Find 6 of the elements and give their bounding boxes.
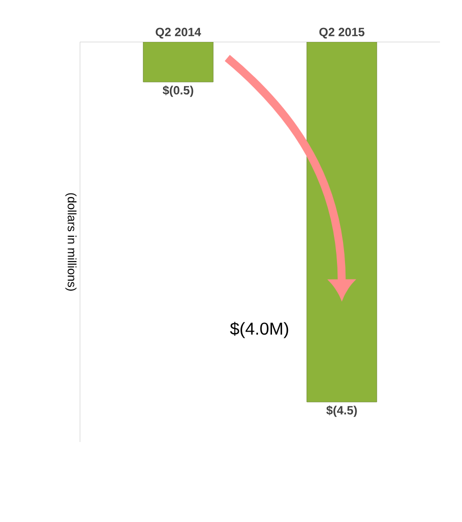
y-axis-title: (dollars in millions)	[65, 193, 76, 291]
annotation: $(4.0M)	[230, 322, 288, 338]
x-tick-label: Q2 2015	[319, 28, 364, 38]
data-label: $(0.5)	[162, 86, 194, 97]
data-label: $(4.5)	[326, 406, 357, 417]
x-tick-label: Q2 2014	[156, 28, 202, 38]
